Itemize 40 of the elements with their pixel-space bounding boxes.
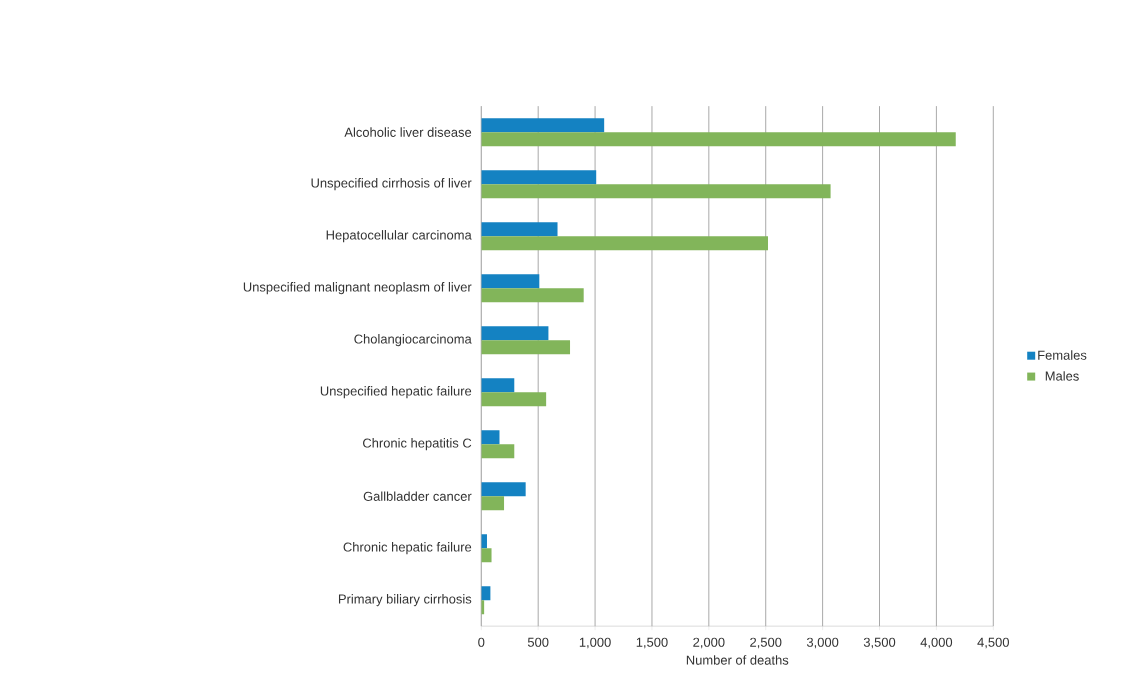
legend-label: Females [1038,350,1087,360]
bar [481,340,571,355]
x-tick-label: 1,000 [579,637,611,649]
bar [481,222,558,237]
y-tick-label: Unspecified hepatic failure [320,386,472,399]
bar [481,170,597,185]
bar [481,184,831,199]
bar [481,482,526,497]
x-tick-label: 4,500 [977,637,1009,649]
bar [481,326,549,341]
x-tick-label: 4,000 [920,637,953,649]
y-tick-label: Alcoholic liver disease [344,127,472,137]
bar [481,392,547,407]
x-tick-label: 3,500 [863,637,896,649]
x-axis-title: Number of deaths [686,655,789,665]
bar [481,430,500,445]
x-tick-label: 3,000 [806,637,839,649]
x-tick-label: 2,000 [693,637,725,649]
y-tick-label: Hepatocellular carcinoma [326,230,472,243]
x-tick-label: 0 [478,637,485,647]
bar [481,378,515,393]
bar [481,236,769,251]
x-tick-label: 1,500 [636,637,668,649]
bar [481,444,515,459]
bar [481,132,956,147]
y-tick-label: Unspecified cirrhosis of liver [311,178,472,191]
bar [481,496,505,511]
x-tick-label: 500 [527,637,549,647]
bar [481,274,540,289]
y-tick-label: Unspecified malignant neoplasm of liver [243,282,472,295]
y-tick-label: Chronic hepatitis C [363,438,472,451]
legend-label: Males [1045,371,1079,381]
x-tick-label: 2,500 [750,637,782,649]
y-tick-label: Chronic hepatic failure [343,542,472,555]
bar [481,548,492,563]
y-tick-label: Cholangiocarcinoma [354,334,472,347]
bar [481,288,584,303]
bar [481,118,605,133]
y-tick-label: Gallbladder cancer [363,491,472,501]
y-tick-label: Primary biliary cirrhosis [338,594,472,607]
